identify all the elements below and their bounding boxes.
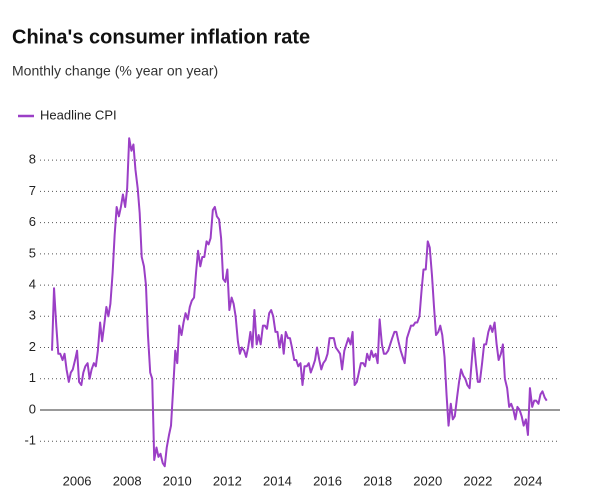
y-tick-label: 6	[29, 214, 36, 229]
y-tick-label: 4	[29, 277, 36, 292]
y-tick-label: 1	[29, 370, 36, 385]
x-tick-label: 2014	[263, 473, 292, 488]
x-tick-label: 2006	[63, 473, 92, 488]
y-tick-label: 8	[29, 152, 36, 167]
legend-label: Headline CPI	[40, 107, 117, 122]
x-tick-label: 2012	[213, 473, 242, 488]
x-tick-label: 2010	[163, 473, 192, 488]
chart-title: China's consumer inflation rate	[12, 26, 310, 48]
y-tick-label: 0	[29, 401, 36, 416]
y-tick-label: -1	[24, 433, 36, 448]
x-tick-label: 2018	[363, 473, 392, 488]
y-tick-label: 2	[29, 339, 36, 354]
x-tick-label: 2020	[413, 473, 442, 488]
x-tick-label: 2024	[513, 473, 542, 488]
cpi-line	[51, 137, 548, 468]
y-tick-label: 3	[29, 308, 36, 323]
y-tick-label: 7	[29, 183, 36, 198]
chart-subtitle: Monthly change (% year on year)	[12, 63, 218, 79]
y-tick-label: 5	[29, 245, 36, 260]
x-tick-label: 2008	[113, 473, 142, 488]
x-tick-label: 2022	[463, 473, 492, 488]
x-tick-label: 2016	[313, 473, 342, 488]
